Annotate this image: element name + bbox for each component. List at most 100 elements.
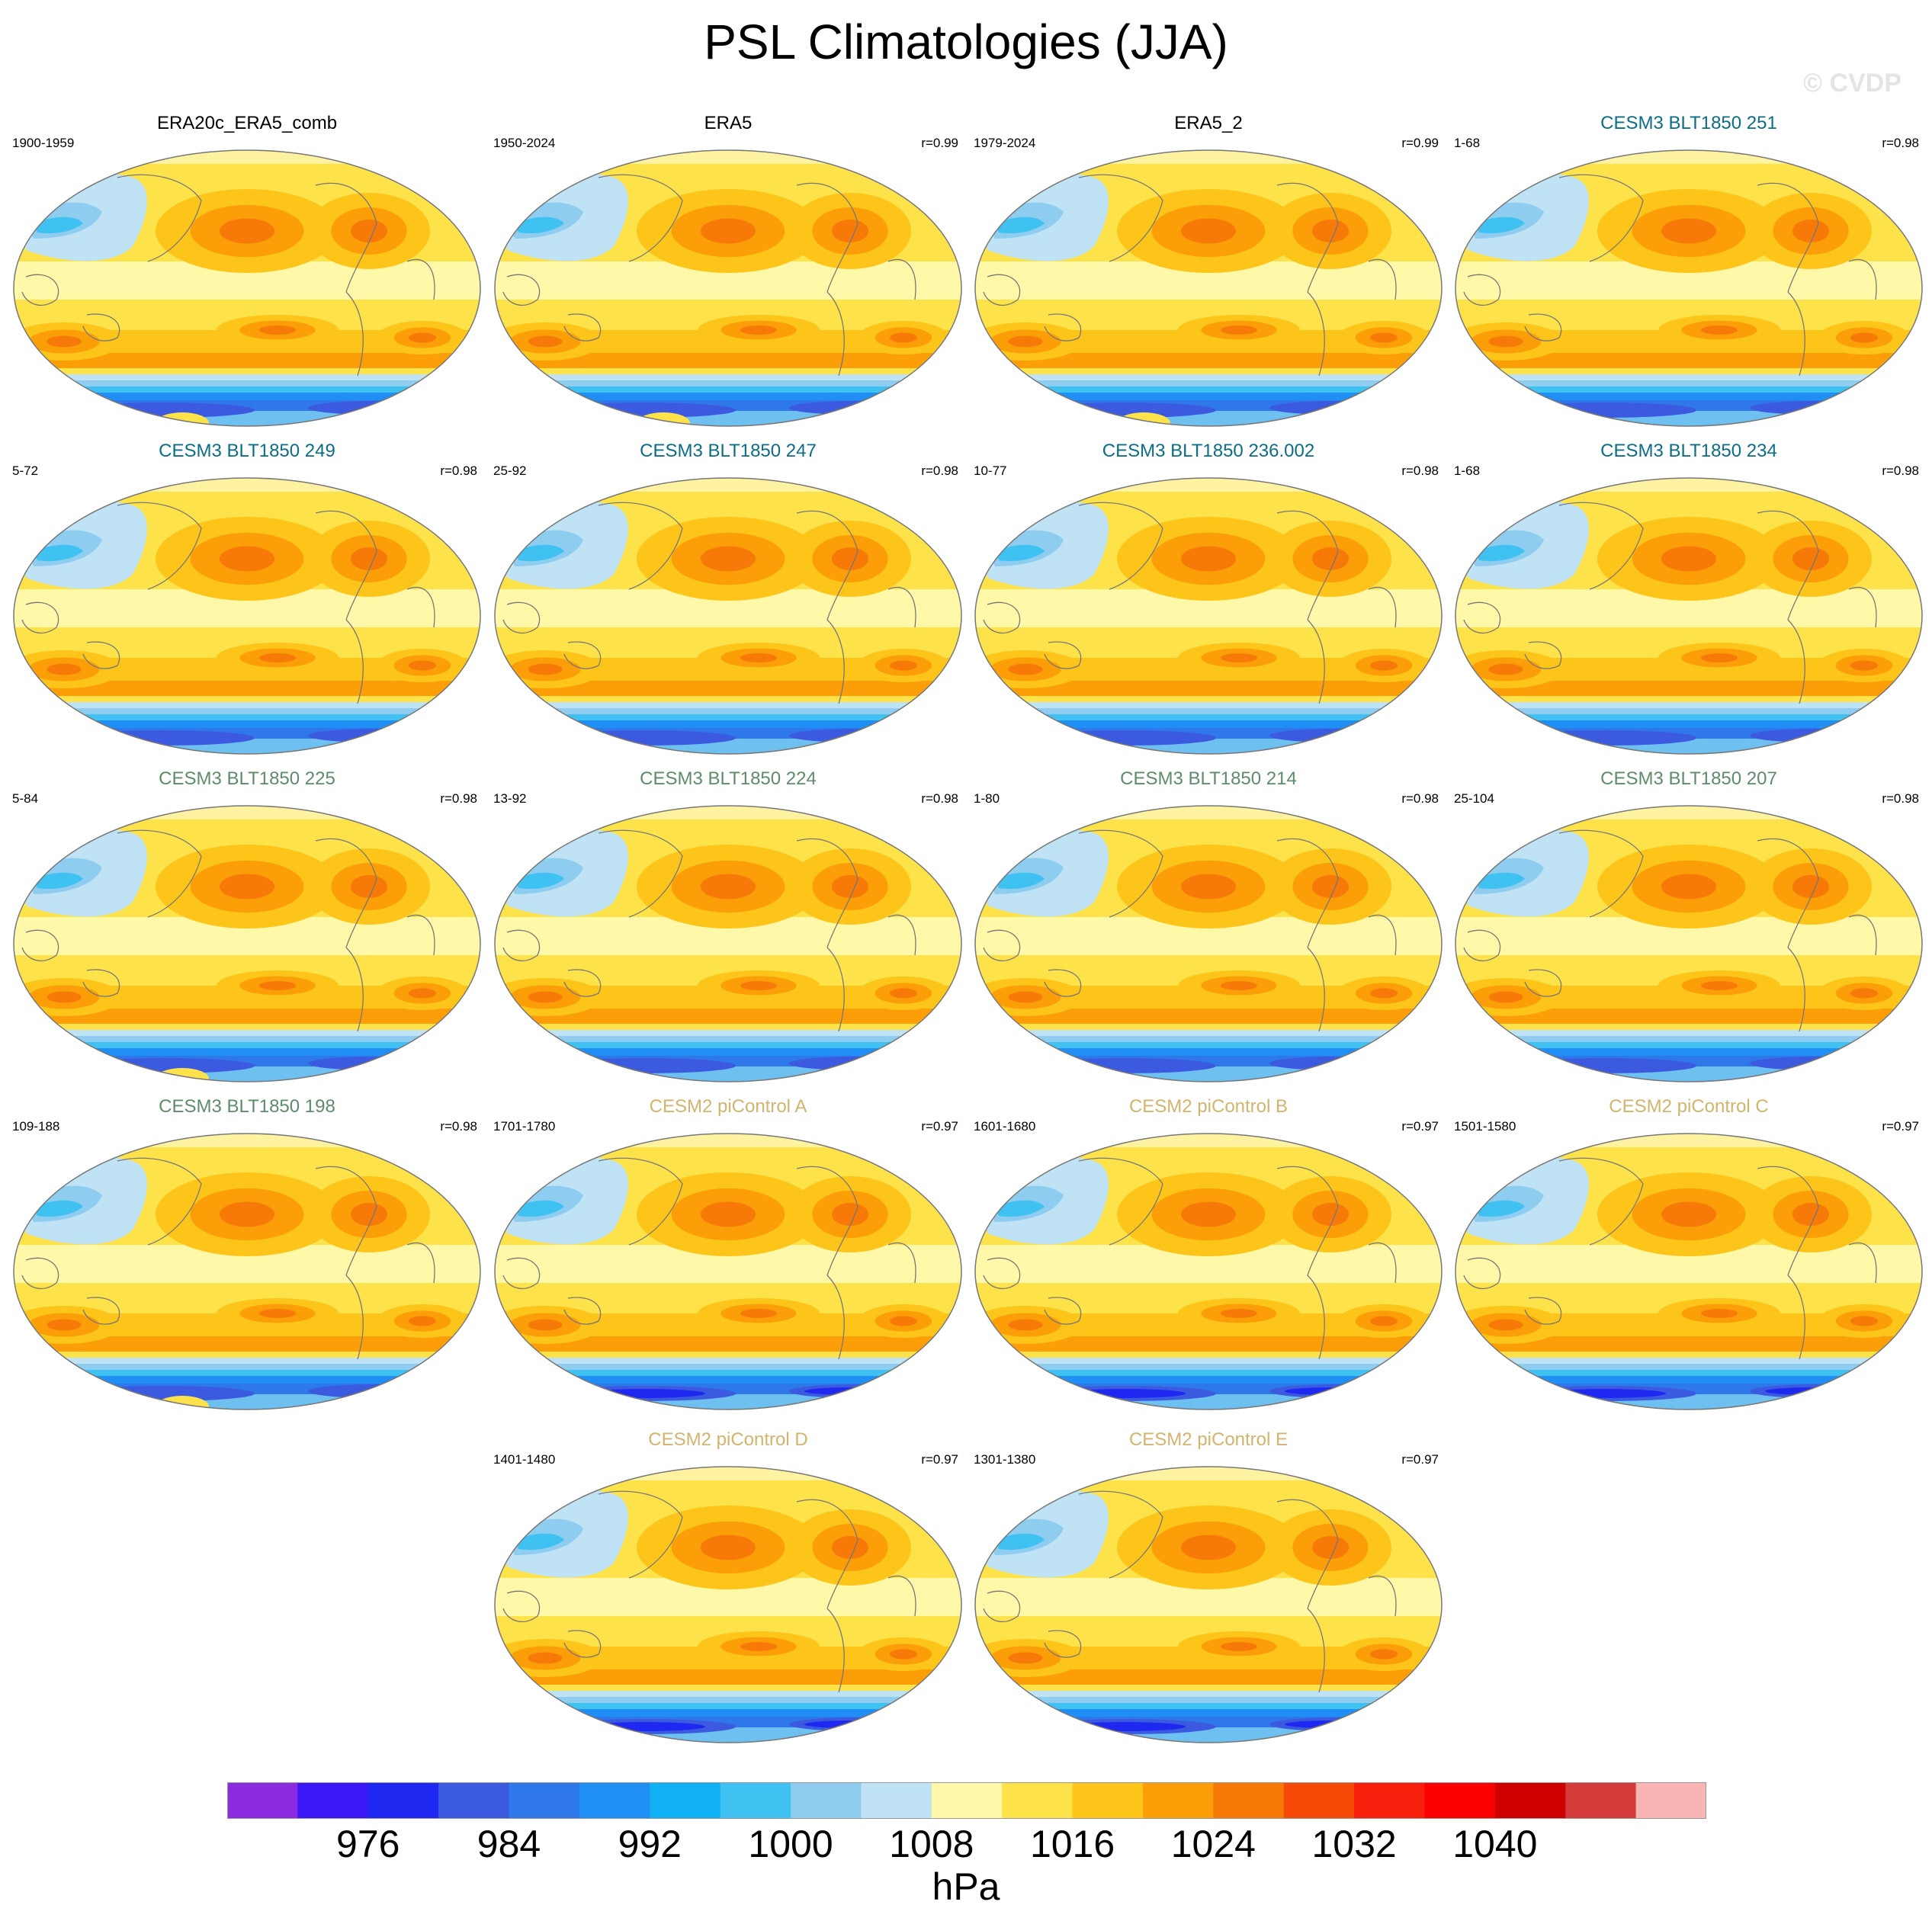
colorbar-segment: [1494, 1782, 1566, 1819]
colorbar-segment: [579, 1782, 650, 1819]
map-panel: CESM3 BLT1850 251 1-68 r=0.98: [1452, 113, 1925, 427]
colorbar-tick-label: 1032: [1311, 1823, 1397, 1865]
panel-title: CESM3 BLT1850 236.002: [1102, 441, 1315, 461]
panel-year-range: 109-188: [12, 1119, 60, 1134]
panel-title: ERA5: [704, 113, 753, 133]
psl-map: [974, 805, 1443, 1082]
map-panel: CESM3 BLT1850 225 5-84 r=0.98: [11, 768, 483, 1082]
map-panel: CESM3 BLT1850 236.002 10-77 r=0.98: [972, 441, 1445, 755]
colorbar-tick-labels: 976 984 992 1000 1008 1016 1024 1032 1040: [0, 1822, 1932, 1868]
colorbar-segment: [791, 1782, 862, 1819]
panel-title: CESM3 BLT1850 251: [1600, 113, 1777, 133]
panel-year-range: 1701-1780: [493, 1119, 556, 1134]
panel-correlation: r=0.98: [921, 463, 958, 478]
panel-year-range: 5-84: [12, 791, 39, 806]
map-panel: CESM2 piControl B 1601-1680 r=0.97: [972, 1096, 1445, 1410]
colorbar-segment: [720, 1782, 791, 1819]
psl-map: [1455, 805, 1923, 1082]
panel-correlation: r=0.97: [921, 1452, 958, 1467]
panel-title: CESM2 piControl C: [1609, 1096, 1769, 1117]
colorbar-tick-label: 1024: [1170, 1823, 1256, 1865]
figure-title: PSL Climatologies (JJA): [704, 14, 1228, 69]
colorbar-segment: [367, 1782, 439, 1819]
panel-year-range: 1900-1959: [12, 136, 75, 150]
panel-year-range: 1-68: [1454, 463, 1481, 478]
map-panel: ERA5 1950-2024 r=0.99: [492, 113, 964, 427]
panel-correlation: r=0.97: [1401, 1119, 1439, 1134]
panel-correlation: r=0.98: [921, 791, 958, 806]
map-panel: CESM3 BLT1850 198 109-188 r=0.98: [11, 1096, 483, 1410]
panel-title: CESM3 BLT1850 214: [1120, 768, 1297, 789]
panel-year-range: 1-80: [974, 791, 1000, 806]
map-panel: ERA5_2 1979-2024 r=0.99: [972, 113, 1445, 427]
panel-title: CESM2 piControl A: [649, 1096, 807, 1117]
panel-title: CESM3 BLT1850 198: [159, 1096, 335, 1117]
panel-year-range: 1950-2024: [493, 136, 556, 150]
psl-map: [974, 1466, 1443, 1743]
colorbar-segment: [1635, 1782, 1706, 1819]
panel-year-range: 13-92: [493, 791, 527, 806]
colorbar-segment: [1072, 1782, 1144, 1819]
colorbar-tick-label: 1000: [748, 1823, 833, 1865]
colorbar-units: hPa: [932, 1865, 1000, 1908]
panel-correlation: r=0.99: [1401, 136, 1439, 150]
panel-title: CESM3 BLT1850 225: [159, 768, 335, 789]
psl-map: [974, 1133, 1443, 1410]
psl-map: [1455, 149, 1923, 427]
psl-map: [974, 149, 1443, 427]
psl-map: [494, 477, 962, 755]
panel-title: CESM3 BLT1850 247: [640, 441, 817, 461]
panel-year-range: 1979-2024: [974, 136, 1036, 150]
colorbar-tick-label: 984: [477, 1823, 541, 1865]
psl-map: [1455, 1133, 1923, 1410]
panel-title: CESM2 piControl B: [1128, 1096, 1289, 1117]
panel-year-range: 1601-1680: [974, 1119, 1036, 1134]
panel-title: CESM3 BLT1850 207: [1600, 768, 1777, 789]
colorbar-segment: [1424, 1782, 1496, 1819]
panel-title: CESM2 piControl D: [648, 1429, 808, 1450]
panel-correlation: r=0.98: [1401, 463, 1439, 478]
panel-year-range: 10-77: [974, 463, 1007, 478]
psl-map: [494, 149, 962, 427]
psl-map: [494, 805, 962, 1082]
colorbar-tick-label: 1008: [889, 1823, 974, 1865]
map-panel: CESM3 BLT1850 207 25-104 r=0.98: [1452, 768, 1925, 1082]
colorbar-segment: [1354, 1782, 1425, 1819]
map-panel: ERA20c_ERA5_comb 1900-1959: [11, 113, 483, 427]
colorbar: [227, 1782, 1706, 1819]
map-panel: CESM2 piControl A 1701-1780 r=0.97: [492, 1096, 964, 1410]
panel-title: ERA5_2: [1174, 113, 1243, 133]
panel-correlation: r=0.97: [1401, 1452, 1439, 1467]
colorbar-segment: [509, 1782, 580, 1819]
colorbar-segment: [861, 1782, 932, 1819]
map-panel: CESM2 piControl E 1301-1380 r=0.97: [972, 1429, 1445, 1743]
cvdp-watermark: © CVDP: [1803, 69, 1902, 98]
panel-title: CESM2 piControl E: [1128, 1429, 1289, 1450]
colorbar-segment: [931, 1782, 1003, 1819]
panel-correlation: r=0.98: [440, 463, 477, 478]
panel-title: CESM3 BLT1850 234: [1600, 441, 1777, 461]
colorbar-segment: [1565, 1782, 1637, 1819]
panel-title: ERA20c_ERA5_comb: [156, 113, 338, 133]
psl-map: [13, 149, 481, 427]
panel-year-range: 25-104: [1454, 791, 1494, 806]
panel-correlation: r=0.98: [440, 791, 477, 806]
colorbar-segment: [650, 1782, 721, 1819]
panel-year-range: 1-68: [1454, 136, 1481, 150]
panel-correlation: r=0.98: [440, 1119, 477, 1134]
colorbar-tick-label: 1016: [1029, 1823, 1115, 1865]
colorbar-tick-label: 976: [336, 1823, 400, 1865]
map-panel: CESM2 piControl C 1501-1580 r=0.97: [1452, 1096, 1925, 1410]
psl-map: [494, 1133, 962, 1410]
panel-year-range: 1401-1480: [493, 1452, 556, 1467]
panel-correlation: r=0.99: [921, 136, 958, 150]
colorbar-segment: [1213, 1782, 1285, 1819]
panel-year-range: 1501-1580: [1454, 1119, 1516, 1134]
colorbar-tick-label: 992: [618, 1823, 682, 1865]
panel-correlation: r=0.97: [1882, 1119, 1919, 1134]
colorbar-segment: [297, 1782, 369, 1819]
panel-title: CESM3 BLT1850 249: [159, 441, 335, 461]
panel-correlation: r=0.98: [1882, 463, 1919, 478]
panel-year-range: 1301-1380: [974, 1452, 1036, 1467]
